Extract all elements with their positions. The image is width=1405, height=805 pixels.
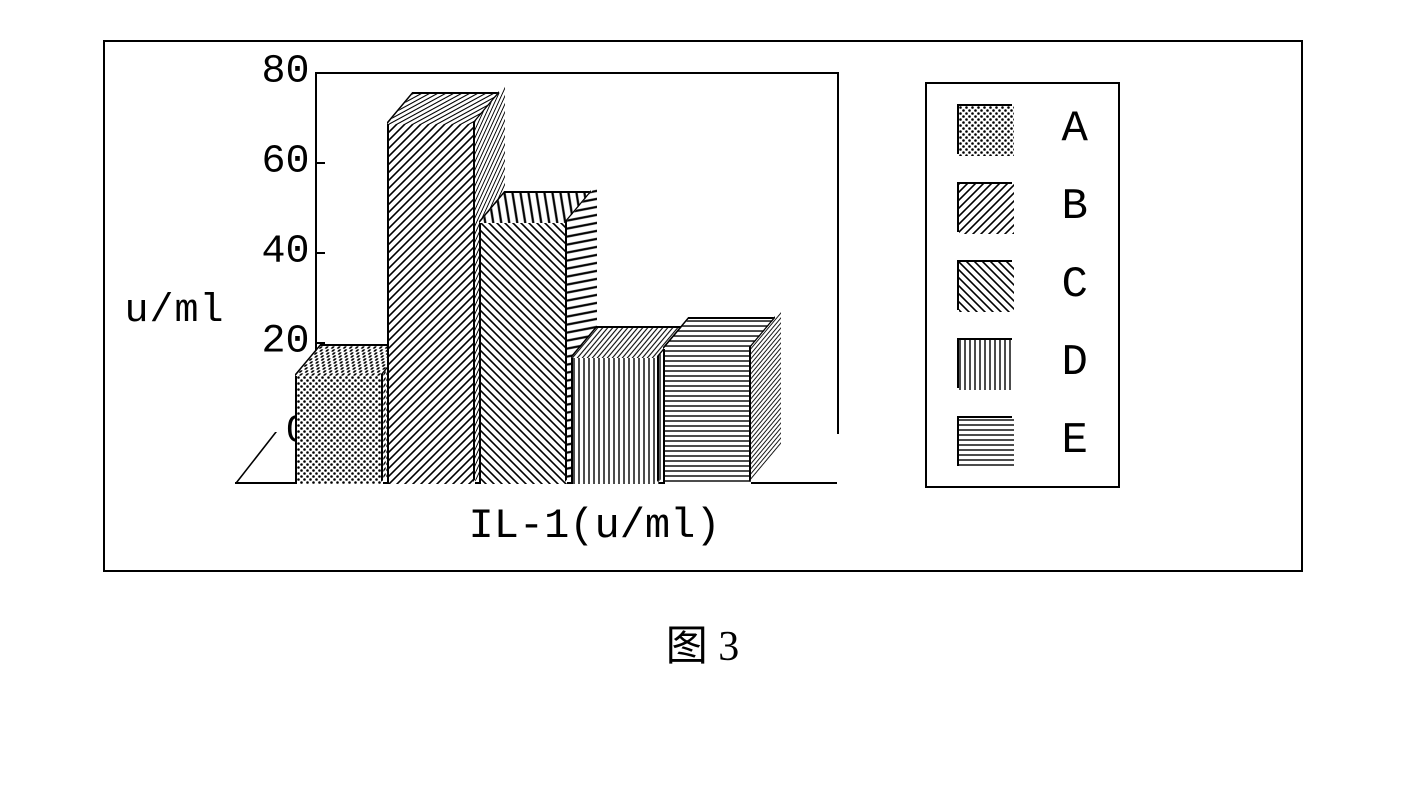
legend-swatch (957, 260, 1012, 310)
legend-swatch (957, 338, 1012, 388)
bar-side (749, 316, 775, 482)
legend-label: E (1062, 416, 1088, 466)
legend-label: B (1062, 182, 1088, 232)
legend-item-D: D (957, 338, 1088, 388)
legend-item-E: E (957, 416, 1088, 466)
legend: ABCDE (925, 82, 1120, 488)
bar-front (571, 356, 657, 482)
legend-label: A (1062, 104, 1088, 154)
plot-area: 020406080 (235, 72, 875, 492)
x-axis-label: IL-1(u/ml) (468, 502, 720, 550)
legend-label: C (1062, 260, 1088, 310)
legend-item-B: B (957, 182, 1088, 232)
bar-front (387, 122, 473, 482)
y-axis-label: u/ml (125, 289, 225, 334)
bar-front (479, 221, 565, 482)
bar-front (295, 374, 381, 482)
legend-swatch (957, 416, 1012, 466)
figure-caption: 图 3 (103, 612, 1303, 673)
legend-item-A: A (957, 104, 1088, 154)
ytick-mark (315, 72, 325, 74)
ytick-label: 40 (235, 230, 310, 275)
bar-front (663, 347, 749, 482)
ytick-mark (315, 162, 325, 164)
chart-left: u/ml 020406080 IL-1(u/ml) (125, 72, 875, 550)
ytick-mark (315, 252, 325, 254)
figure: u/ml 020406080 IL-1(u/ml) ABCDE 图 3 (103, 40, 1303, 673)
legend-swatch (957, 104, 1012, 154)
chart-border: u/ml 020406080 IL-1(u/ml) ABCDE (103, 40, 1303, 572)
legend-swatch (957, 182, 1012, 232)
ytick-label: 80 (235, 50, 310, 95)
legend-label: D (1062, 338, 1088, 388)
bar-E (663, 317, 779, 482)
legend-item-C: C (957, 260, 1088, 310)
ytick-label: 60 (235, 140, 310, 185)
